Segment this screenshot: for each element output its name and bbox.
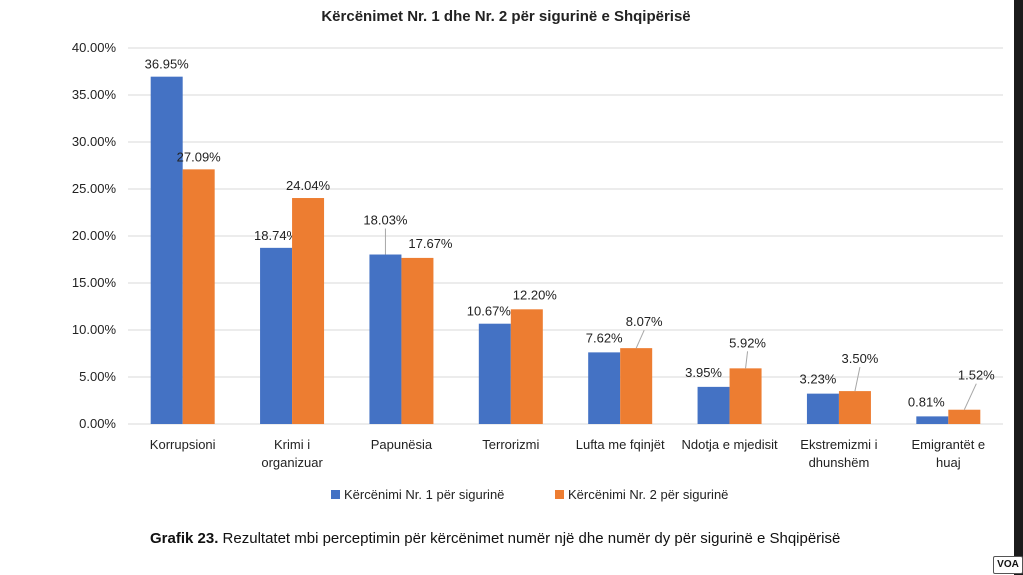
bar-series1 xyxy=(369,254,402,424)
figure-caption: Grafik 23. Rezultatet mbi perceptimin pë… xyxy=(150,530,840,547)
y-tick-label: 25.00% xyxy=(72,181,117,196)
y-tick-label: 15.00% xyxy=(72,275,117,290)
x-category-label-line: Ndotja e mjedisit xyxy=(682,437,778,452)
bar-series1 xyxy=(916,416,949,424)
y-tick-label: 5.00% xyxy=(79,369,116,384)
data-label: 7.62% xyxy=(586,330,623,345)
data-label: 10.67% xyxy=(467,304,512,319)
x-category-label-line: dhunshëm xyxy=(809,455,870,470)
label-leader-line xyxy=(963,383,977,410)
bar-series1 xyxy=(697,386,730,424)
data-label: 18.03% xyxy=(363,213,408,228)
y-tick-label: 10.00% xyxy=(72,322,117,337)
bar-series2 xyxy=(948,409,981,424)
legend-swatch xyxy=(555,490,564,499)
data-label: 36.95% xyxy=(145,57,190,72)
y-tick-label: 30.00% xyxy=(72,134,117,149)
bar-series1 xyxy=(260,247,293,424)
bar-series1 xyxy=(150,76,183,425)
x-category-label: Terrorizmi xyxy=(482,437,539,452)
x-category-label: Lufta me fqinjët xyxy=(576,437,665,452)
x-category-label: Ndotja e mjedisit xyxy=(682,437,778,452)
x-category-label-line: Korrupsioni xyxy=(150,437,216,452)
legend-swatch xyxy=(331,490,340,499)
x-category-label-line: Emigrantët e xyxy=(911,437,985,452)
x-category-label: Papunësia xyxy=(371,437,433,452)
bar-series2 xyxy=(401,257,434,424)
data-label: 17.67% xyxy=(408,236,453,251)
label-leader-line xyxy=(854,366,861,392)
data-label: 1.52% xyxy=(958,368,995,383)
x-category-label: Ekstremizmi i dhunshëm xyxy=(800,437,877,470)
data-label: 3.23% xyxy=(800,372,837,387)
label-leader-line xyxy=(635,329,645,349)
data-label: 3.50% xyxy=(842,351,879,366)
x-category-label-line: Ekstremizmi i xyxy=(800,437,877,452)
x-category-label-line: huaj xyxy=(936,455,961,470)
y-tick-label: 0.00% xyxy=(79,416,116,431)
data-label: 12.20% xyxy=(513,287,558,302)
label-leader-line xyxy=(745,351,749,369)
bar-series1 xyxy=(806,393,839,424)
y-tick-label: 35.00% xyxy=(72,87,117,102)
y-tick-label: 40.00% xyxy=(72,40,117,55)
bar-series2 xyxy=(729,368,762,424)
legend-label: Kërcënimi Nr. 2 për sigurinë xyxy=(568,487,728,502)
data-label: 24.04% xyxy=(286,178,331,193)
bar-series2 xyxy=(838,391,871,424)
bar-series2 xyxy=(510,309,543,424)
bar-chart: 0.00% 5.00% 10.00% 15.00% 20.00% 25.00% 30.00%… xyxy=(72,40,1003,502)
chart-title: Kërcënimet Nr. 1 dhe Nr. 2 për sigurinë … xyxy=(321,8,691,25)
data-label: 0.81% xyxy=(908,394,945,409)
x-category-label-line: Krimi i xyxy=(274,437,310,452)
caption-label: Grafik 23. xyxy=(150,530,219,547)
x-category-label: Emigrantët e huaj xyxy=(911,437,985,470)
x-category-label-line: Papunësia xyxy=(371,437,433,452)
y-tick-label: 20.00% xyxy=(72,228,117,243)
data-label: 3.95% xyxy=(685,365,722,380)
bar-series2 xyxy=(292,198,325,424)
bar-series2 xyxy=(182,169,215,424)
bar-series2 xyxy=(620,348,653,424)
x-category-label: Krimi i organizuar xyxy=(261,437,323,470)
caption-text: Rezultatet mbi perceptimin për kërcënime… xyxy=(222,530,841,547)
legend-label: Kërcënimi Nr. 1 për sigurinë xyxy=(344,487,504,502)
data-label: 27.09% xyxy=(177,149,222,164)
x-category-label-line: Lufta me fqinjët xyxy=(576,437,665,452)
data-label: 8.07% xyxy=(626,314,663,329)
x-category-label-line: Terrorizmi xyxy=(482,437,539,452)
data-label: 18.74% xyxy=(254,228,299,243)
bar-series1 xyxy=(588,352,621,424)
right-edge-bar xyxy=(1014,0,1023,575)
data-label: 5.92% xyxy=(729,335,766,350)
bar-series1 xyxy=(478,323,511,424)
x-category-label: Korrupsioni xyxy=(150,437,216,452)
x-category-label-line: organizuar xyxy=(261,455,323,470)
voa-logo: VOA xyxy=(993,556,1023,574)
